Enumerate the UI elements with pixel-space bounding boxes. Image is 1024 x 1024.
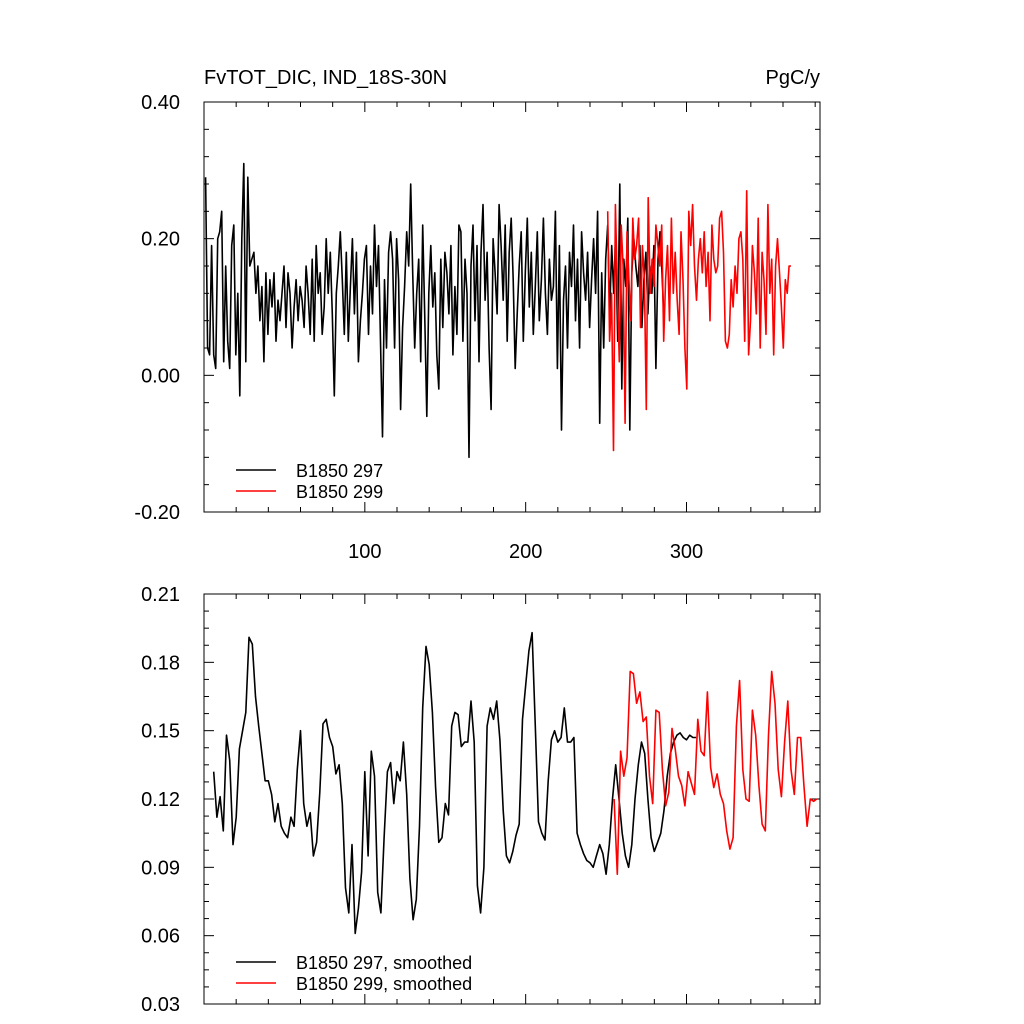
series-line — [204, 162, 665, 459]
plot-frame — [203, 101, 821, 513]
top-title-left: FvTOT_DIC, IND_18S-30N — [204, 67, 447, 89]
legend-label: B1850 299 — [296, 482, 383, 502]
top-title-right: PgC/y — [766, 67, 820, 89]
y-tick-label: 0.06 — [141, 926, 180, 948]
x-tick-label: 100 — [348, 541, 381, 563]
y-tick-label: 0.03 — [141, 994, 180, 1016]
y-tick-label: 0.15 — [141, 721, 180, 743]
x-tick-label: 300 — [670, 541, 703, 563]
series-line — [606, 190, 791, 452]
legend-label: B1850 297 — [296, 461, 383, 481]
y-tick-label: 0.21 — [141, 584, 180, 606]
series-line — [613, 670, 818, 876]
y-tick-label: 0.20 — [141, 229, 180, 251]
x-tick-label: 200 — [509, 541, 542, 563]
y-tick-label: 0.12 — [141, 789, 180, 811]
y-tick-label: 0.40 — [141, 92, 180, 114]
y-tick-label: -0.20 — [134, 502, 180, 524]
series-line — [212, 631, 697, 935]
y-tick-label: 0.09 — [141, 857, 180, 879]
y-tick-label: 0.00 — [141, 365, 180, 387]
legend-label: B1850 297, smoothed — [296, 953, 472, 973]
legend-label: B1850 299, smoothed — [296, 974, 472, 994]
bottom-panel: 0.03 0.06 0.09 0.12 0.15 0.18 0.21 B1850 297, s… — [141, 584, 821, 1016]
top-panel: -0.20 0.00 0.20 0.40 100 200 300 B1850 297B1850… — [134, 92, 821, 563]
y-tick-label: 0.18 — [141, 652, 180, 674]
